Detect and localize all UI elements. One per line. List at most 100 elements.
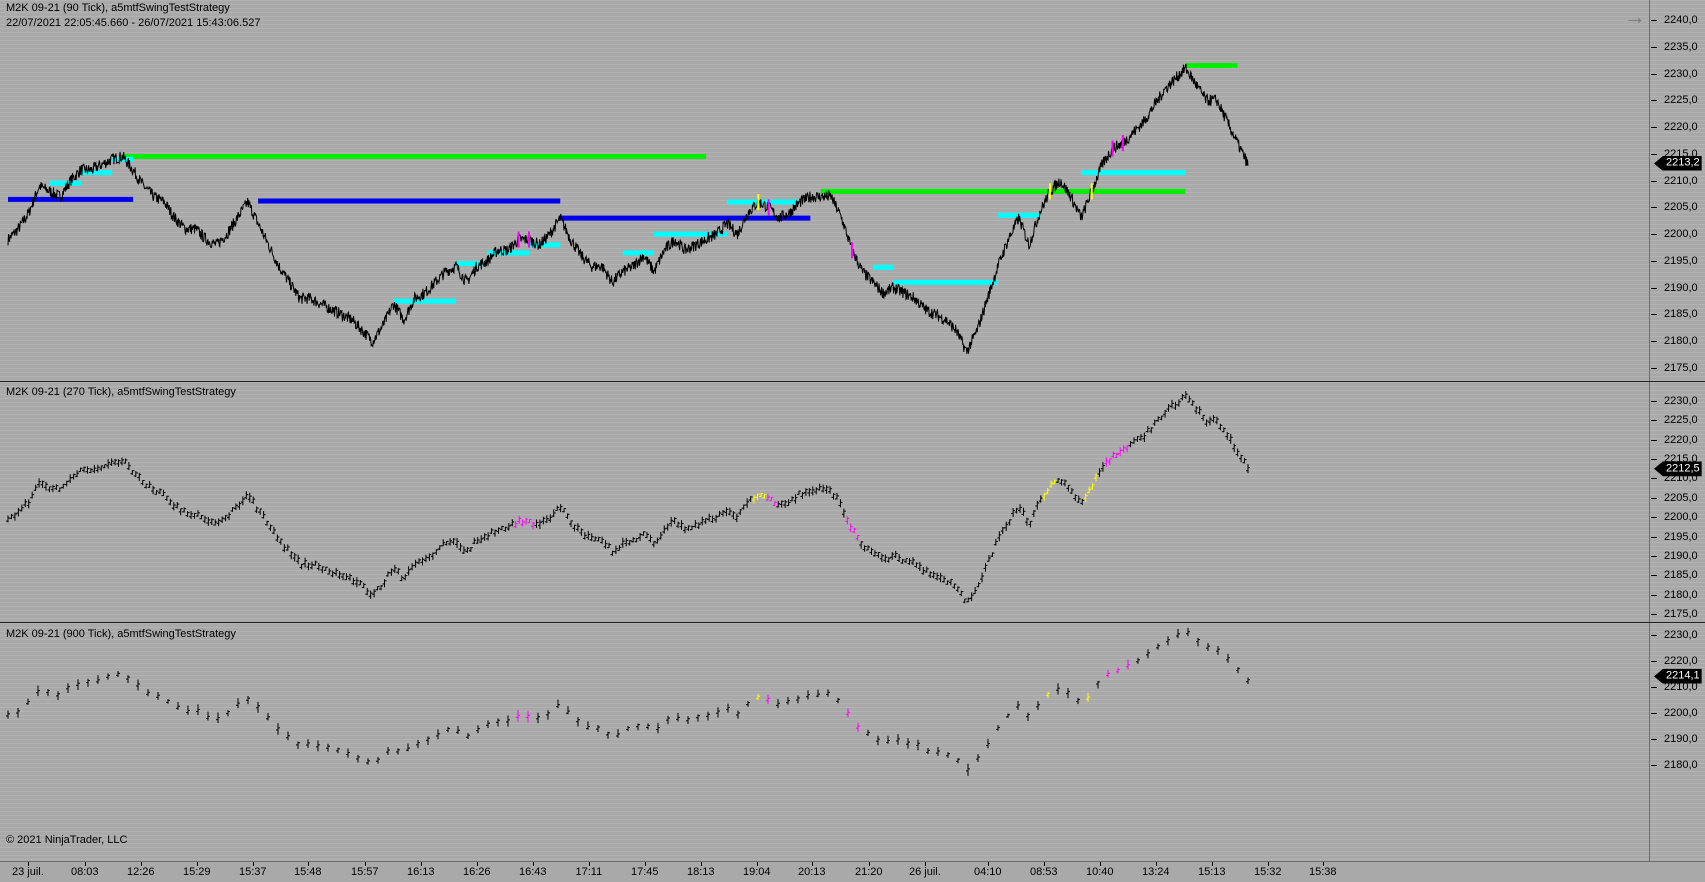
y-tick (1651, 153, 1657, 155)
x-tick (869, 862, 870, 866)
x-tick-label: 15:29 (183, 866, 211, 878)
y-tick (1651, 713, 1657, 714)
y-tick (1651, 575, 1657, 577)
y-tick (1651, 459, 1657, 461)
x-tick (1212, 862, 1213, 866)
chart-panel-90-tick[interactable]: 2240,0 2235,0 2230,0 2225,0 2220,0 2215,0 2210… (0, 0, 1705, 381)
y-tick-label: 2225,0 (1664, 414, 1698, 427)
x-tick-label: 18:13 (687, 866, 715, 878)
price-axis-270-tick[interactable]: 2230,0 2225,0 2220,0 2215,0 2210,0 2205,0 2200… (1650, 382, 1705, 622)
y-tick (1651, 234, 1657, 236)
y-tick-label: 2180,0 (1664, 588, 1698, 601)
plot-area-900-tick[interactable] (0, 623, 1650, 861)
plot-area-90-tick[interactable] (0, 0, 1650, 381)
y-tick-label: 2230,0 (1664, 395, 1698, 407)
y-tick (1651, 555, 1657, 557)
x-tick-label: 10:40 (1086, 866, 1114, 878)
y-tick (1651, 594, 1657, 596)
panel-divider[interactable] (0, 622, 1705, 623)
x-tick (1268, 862, 1269, 866)
y-tick-label: 2190,0 (1664, 281, 1698, 294)
y-tick-label: 2230,0 (1664, 67, 1698, 80)
price-axis-900-tick[interactable]: 2230,0 2220,0 2210,0 2200,0 2190,0 2180,0 (1650, 623, 1705, 861)
price-line (7, 63, 1249, 354)
x-tick-label: 08:03 (71, 866, 99, 878)
last-price-tag-270-tick: 2212,5 (1654, 461, 1702, 477)
y-tick-label: 2230,0 (1664, 629, 1698, 641)
y-tick-label: 2200,0 (1664, 228, 1698, 241)
x-tick-label: 16:26 (463, 866, 491, 878)
x-tick-label: 16:43 (519, 866, 547, 878)
x-tick-label: 20:13 (798, 866, 826, 878)
x-tick (85, 862, 86, 866)
last-price-tag-90-tick: 2213,2 (1654, 155, 1702, 171)
y-tick (1651, 20, 1657, 21)
chart-panel-900-tick[interactable]: 2230,0 2220,0 2210,0 2200,0 2190,0 2180,0 M2K… (0, 623, 1705, 861)
y-tick (1651, 635, 1657, 636)
last-price-tag-900-tick: 2214,1 (1654, 668, 1702, 684)
x-tick-label: 17:11 (575, 866, 603, 878)
y-tick-label: 2205,0 (1664, 201, 1698, 214)
y-tick-label: 2220,0 (1664, 655, 1698, 667)
y-tick (1651, 614, 1657, 615)
y-tick (1651, 497, 1657, 499)
x-tick (757, 862, 758, 866)
copyright-notice: © 2021 NinjaTrader, LLC (6, 834, 128, 846)
x-tick (1044, 862, 1045, 866)
y-tick (1651, 287, 1657, 289)
y-tick (1651, 401, 1657, 402)
x-tick-label: 08:53 (1030, 866, 1058, 878)
date-range-label: 22/07/2021 22:05:45.660 - 26/07/2021 15:… (6, 17, 261, 29)
x-tick (533, 862, 534, 866)
x-tick (28, 862, 29, 866)
y-tick-label: 2180,0 (1664, 759, 1698, 771)
x-tick-label: 17:45 (631, 866, 659, 878)
x-tick (477, 862, 478, 866)
price-chart-90-tick[interactable] (0, 0, 1650, 381)
y-tick (1651, 687, 1657, 688)
time-axis[interactable]: 23 juil. 08:03 12:26 15:29 15:37 15:48 15:57 16… (0, 861, 1705, 882)
x-tick-label: 15:57 (351, 866, 379, 878)
x-tick (1156, 862, 1157, 866)
y-tick-label: 2220,0 (1664, 121, 1698, 134)
x-tick (1323, 862, 1324, 866)
x-tick-label: 13:24 (1142, 866, 1170, 878)
arrow-right-icon[interactable]: → (1624, 4, 1646, 29)
price-chart-900-tick[interactable] (0, 623, 1650, 861)
y-tick (1651, 368, 1657, 369)
x-tick (925, 862, 926, 866)
y-tick-label: 2225,0 (1664, 94, 1698, 107)
price-chart-270-tick[interactable] (0, 382, 1650, 622)
plot-area-270-tick[interactable] (0, 382, 1650, 622)
y-tick (1651, 536, 1657, 538)
chart-panel-270-tick[interactable]: 2230,0 2225,0 2220,0 2215,0 2210,0 2205,0 2200… (0, 382, 1705, 622)
y-tick (1651, 341, 1657, 343)
y-tick (1651, 420, 1657, 422)
price-axis-90-tick[interactable]: 2240,0 2235,0 2230,0 2225,0 2220,0 2215,0 2210… (1650, 0, 1705, 381)
y-tick (1651, 73, 1657, 75)
x-tick (365, 862, 366, 866)
x-tick (988, 862, 989, 866)
y-tick-label: 2185,0 (1664, 308, 1698, 321)
y-tick (1651, 661, 1657, 662)
x-tick-label: 15:32 (1254, 866, 1282, 878)
y-tick-label: 2210,0 (1664, 681, 1698, 693)
x-tick (812, 862, 813, 866)
y-tick (1651, 46, 1657, 48)
x-tick-label: 12:26 (127, 866, 155, 878)
y-tick (1651, 765, 1657, 766)
x-tick-label: 15:37 (239, 866, 267, 878)
x-tick (701, 862, 702, 866)
y-tick-label: 2190,0 (1664, 733, 1698, 745)
x-tick-label: 15:13 (1198, 866, 1226, 878)
panel-divider[interactable] (0, 381, 1705, 382)
x-tick (1100, 862, 1101, 866)
x-tick-label: 15:38 (1309, 866, 1337, 878)
x-tick (141, 862, 142, 866)
y-tick-label: 2185,0 (1664, 569, 1698, 582)
x-tick (589, 862, 590, 866)
y-tick (1651, 478, 1657, 480)
y-tick-label: 2195,0 (1664, 254, 1698, 267)
panel-title-900-tick: M2K 09-21 (900 Tick), a5mtfSwingTestStra… (6, 628, 236, 640)
y-tick-label: 2195,0 (1664, 530, 1698, 543)
